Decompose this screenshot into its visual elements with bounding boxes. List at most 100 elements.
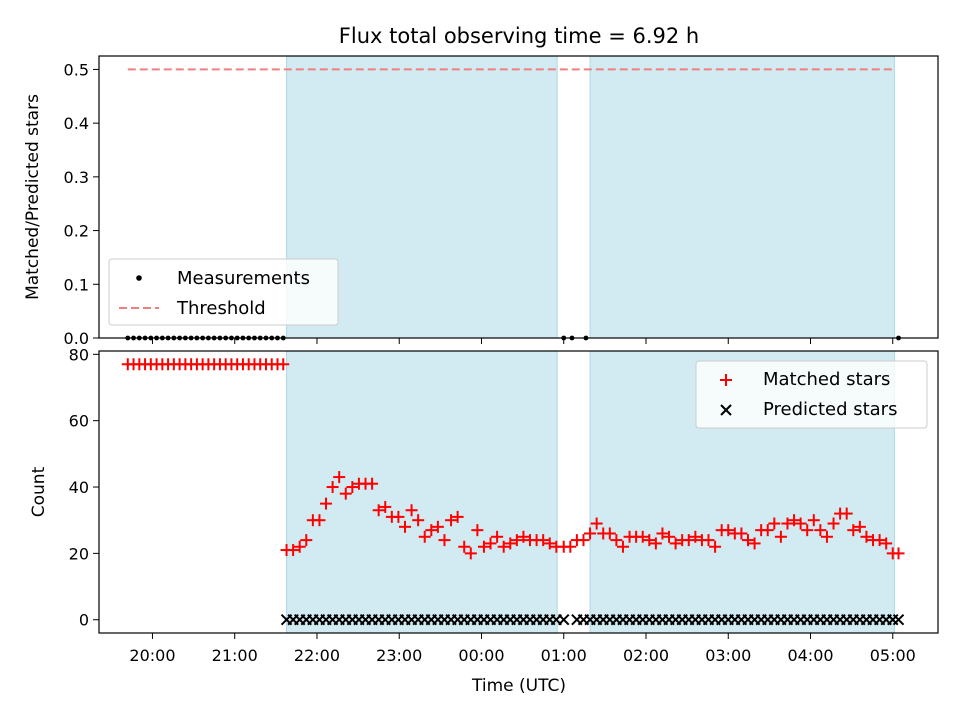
matched-star-point (277, 358, 290, 371)
matched-star-point (669, 537, 682, 550)
matched-star-point (682, 534, 695, 547)
matched-star-point (431, 520, 444, 533)
top-y-axis-ticks: 0.0 0.1 0.2 0.3 0.4 0.5 (64, 60, 99, 348)
matched-star-point (656, 527, 669, 540)
matched-star-point (458, 540, 471, 553)
matched-star-point (761, 524, 774, 537)
matched-star-point (807, 514, 820, 527)
matched-star-point (880, 537, 893, 550)
matched-star-point (709, 540, 722, 553)
bottom-panel: 0 20 40 60 80 20:00 21:00 22:00 23:00 00:00 01:00… (29, 345, 939, 696)
matched-star-point (293, 540, 306, 553)
shaded-interval (589, 55, 895, 339)
matched-star-point (827, 517, 840, 530)
top-plot-frame (98, 55, 939, 339)
matched-star-point (590, 517, 603, 530)
y-tick-label: 0.5 (64, 60, 89, 79)
top-x-axis-ticks (151, 338, 894, 344)
matched-star-point (788, 514, 801, 527)
matched-star-point (543, 537, 556, 550)
shaded-interval (286, 350, 558, 634)
matched-star-point (636, 530, 649, 543)
matched-star-point (584, 527, 597, 540)
matched-star-point (333, 471, 346, 484)
x-tick-label: 05:00 (870, 646, 916, 665)
matched-star-point (372, 504, 385, 517)
top-legend-box (108, 258, 339, 326)
matched-star-point (616, 540, 629, 553)
x-tick-label: 20:00 (129, 646, 175, 665)
matched-star-point (649, 537, 662, 550)
matched-star-point (814, 524, 827, 537)
x-tick-label: 01:00 (541, 646, 587, 665)
legend-matched-stars-label: Matched stars (763, 369, 890, 390)
bottom-plot-frame (98, 350, 939, 634)
matched-star-point (847, 524, 860, 537)
y-tick-label: 0.3 (64, 168, 89, 187)
matched-star-point (794, 517, 807, 530)
x-tick-label: 04:00 (787, 646, 833, 665)
y-tick-label: 40 (69, 478, 89, 497)
matched-star-point (425, 524, 438, 537)
matched-star-point (873, 534, 886, 547)
predicted-stars-points (280, 614, 905, 626)
matched-star-point (643, 534, 656, 547)
top-y-axis-label: Matched/Predicted stars (23, 94, 43, 300)
matched-star-point (464, 547, 477, 560)
matched-star-point (689, 530, 702, 543)
matched-star-point (438, 534, 451, 547)
matched-star-point (484, 537, 497, 550)
bottom-y-axis-label: Count (29, 466, 49, 517)
matched-star-point (840, 507, 853, 520)
matched-star-point (477, 540, 490, 553)
legend-predicted-stars-marker (720, 404, 732, 416)
matched-star-point (471, 524, 484, 537)
x-tick-label: 03:00 (705, 646, 751, 665)
matched-star-point (405, 504, 418, 517)
y-tick-label: 0.4 (64, 114, 89, 133)
x-axis-label: Time (UTC) (471, 676, 566, 696)
matched-star-point (663, 530, 676, 543)
matched-star-point (610, 534, 623, 547)
matched-star-point (768, 517, 781, 530)
matched-star-point (741, 534, 754, 547)
y-tick-label: 0.2 (64, 222, 89, 241)
matched-star-point (564, 540, 577, 553)
matched-star-point (603, 527, 616, 540)
y-tick-label: 0.0 (64, 329, 89, 348)
matched-star-point (510, 534, 523, 547)
y-tick-label: 0 (79, 611, 89, 630)
matched-star-point (300, 534, 313, 547)
x-tick-label: 21:00 (212, 646, 258, 665)
matched-star-point (287, 544, 300, 557)
matched-star-point (313, 514, 326, 527)
matched-star-point (445, 514, 458, 527)
predicted-star-point (892, 614, 905, 626)
x-tick-label: 23:00 (376, 646, 422, 665)
matched-star-point (379, 500, 392, 513)
matched-star-point (820, 530, 833, 543)
x-tick-label: 00:00 (458, 646, 504, 665)
top-shaded-intervals (286, 55, 895, 339)
matched-star-point (339, 487, 352, 500)
matched-star-point (326, 481, 339, 494)
matched-star-point (451, 510, 464, 523)
matched-star-point (774, 530, 787, 543)
legend-matched-stars-marker (720, 374, 732, 386)
matched-star-point (497, 540, 510, 553)
matched-stars-points (121, 358, 905, 560)
legend-measurements-label: Measurements (177, 268, 310, 289)
matched-star-point (722, 524, 735, 537)
legend-predicted-stars-label: Predicted stars (763, 399, 897, 420)
matched-star-point (892, 547, 905, 560)
matched-star-point (418, 530, 431, 543)
legend-measurements-marker (136, 275, 142, 281)
x-tick-label: 22:00 (294, 646, 340, 665)
y-tick-label: 20 (69, 544, 89, 563)
bottom-x-axis-ticks: 20:00 21:00 22:00 23:00 00:00 01:00 02:00 03:00… (129, 633, 916, 665)
matched-star-point (735, 527, 748, 540)
matched-star-point (702, 534, 715, 547)
matched-star-point (504, 537, 517, 550)
y-tick-label: 0.1 (64, 275, 89, 294)
